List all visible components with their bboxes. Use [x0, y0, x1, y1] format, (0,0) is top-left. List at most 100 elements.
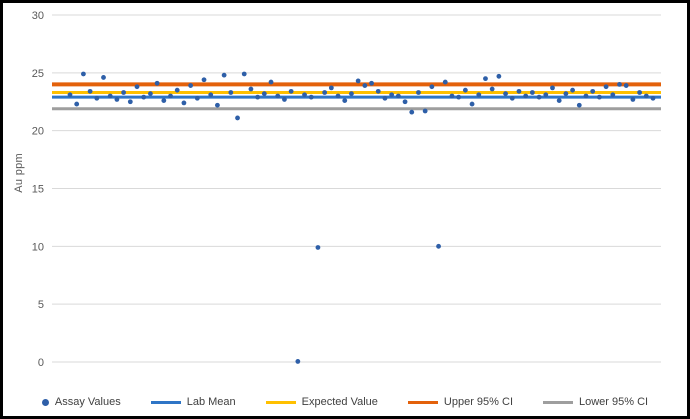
- assay-point: [416, 90, 421, 95]
- assay-point: [617, 82, 622, 87]
- assay-point: [221, 72, 227, 78]
- y-axis-title: Au ppm: [13, 153, 25, 193]
- assay-point: [302, 92, 307, 98]
- assay-point: [94, 95, 100, 101]
- assay-point: [650, 95, 656, 101]
- scatter-plot: 0 5 10 15 20 25 30: [32, 10, 661, 369]
- assay-point: [483, 76, 488, 82]
- assay-point: [355, 78, 361, 84]
- assay-point: [188, 83, 194, 88]
- assay-point: [637, 90, 642, 95]
- assay-point: [382, 95, 388, 101]
- assay-point: [375, 88, 381, 94]
- legend-label: Expected Value: [301, 396, 378, 408]
- assay-point: [409, 109, 415, 115]
- assay-point: [308, 94, 314, 100]
- y-tick-label: 15: [32, 184, 44, 196]
- assay-point: [235, 115, 240, 121]
- assay-point: [208, 92, 214, 98]
- legend-label: Upper 95% CI: [443, 396, 513, 408]
- assay-point: [349, 91, 354, 97]
- y-tick-label: 0: [38, 357, 44, 369]
- legend-item-lab-mean: Lab Mean: [150, 396, 236, 408]
- assay-point: [603, 84, 609, 90]
- assay-point: [509, 95, 515, 101]
- assay-point: [570, 87, 575, 93]
- assay-point: [369, 80, 374, 86]
- assay-point: [248, 86, 254, 92]
- assay-point: [201, 77, 207, 83]
- assay-point: [429, 84, 435, 90]
- assay-point: [503, 91, 508, 97]
- assay-point: [590, 88, 596, 94]
- assay-point: [114, 97, 120, 102]
- assay-point: [476, 92, 482, 98]
- legend-line-marker: [543, 400, 573, 404]
- legend-item-assay-values: Assay Values: [41, 396, 121, 408]
- assay-point: [389, 92, 395, 98]
- assay-point: [436, 243, 441, 249]
- assay-point: [576, 102, 582, 108]
- assay-point: [282, 97, 287, 102]
- assay-point: [295, 359, 301, 364]
- assay-point: [268, 79, 274, 85]
- assay-point: [194, 95, 200, 101]
- assay-point: [101, 75, 106, 80]
- y-tick-label: 10: [32, 241, 44, 253]
- assay-point: [422, 108, 428, 114]
- assay-point: [335, 93, 341, 99]
- assay-point: [516, 88, 522, 94]
- assay-point: [462, 87, 468, 93]
- assay-point: [241, 71, 247, 77]
- assay-point: [550, 85, 555, 91]
- assay-point: [121, 90, 127, 95]
- assay-point: [630, 97, 636, 102]
- legend: Assay Values Lab Mean Expected Value Upper …: [3, 396, 687, 408]
- legend-label: Lab Mean: [186, 396, 236, 408]
- assay-point: [469, 101, 475, 107]
- assay-point: [81, 71, 86, 77]
- assay-point: [148, 91, 153, 97]
- assay-point: [342, 98, 348, 103]
- assay-point: [623, 83, 629, 88]
- assay-point: [288, 88, 294, 94]
- assay-point: [362, 83, 368, 88]
- y-tick-label: 5: [38, 299, 44, 311]
- legend-line-marker: [407, 400, 438, 404]
- legend-item-lower-95-ci: Lower 95% CI: [543, 396, 648, 408]
- assay-point: [168, 93, 173, 99]
- legend-item-upper-95-ci: Upper 95% CI: [407, 396, 513, 408]
- y-tick-label: 30: [32, 10, 44, 22]
- assay-point: [74, 101, 80, 107]
- assay-point: [596, 94, 602, 100]
- legend-dot-marker: [41, 398, 49, 406]
- assay-point: [456, 94, 462, 100]
- assay-point: [315, 245, 321, 250]
- assay-point: [275, 93, 281, 99]
- assay-point: [556, 98, 562, 103]
- assay-point: [174, 87, 180, 93]
- assay-point: [228, 90, 234, 95]
- assay-point: [442, 79, 448, 85]
- assay-point: [141, 94, 147, 100]
- legend-label: Assay Values: [54, 396, 121, 408]
- assay-point: [536, 94, 542, 100]
- assay-point: [322, 90, 328, 95]
- assay-point: [107, 93, 113, 99]
- assay-point: [154, 80, 160, 86]
- legend-item-expected-value: Expected Value: [265, 396, 378, 408]
- legend-label: Lower 95% CI: [579, 396, 649, 408]
- y-tick-label: 25: [32, 68, 44, 80]
- assay-point: [328, 85, 334, 91]
- assay-point: [134, 84, 140, 90]
- assay-point: [489, 86, 495, 92]
- legend-line-marker: [265, 400, 296, 404]
- assay-point: [529, 90, 535, 95]
- y-tick-label: 20: [32, 126, 44, 138]
- assay-point: [449, 93, 455, 99]
- assay-point: [67, 92, 73, 98]
- assay-point: [610, 92, 616, 98]
- assay-point: [261, 91, 267, 97]
- assay-point: [496, 73, 502, 79]
